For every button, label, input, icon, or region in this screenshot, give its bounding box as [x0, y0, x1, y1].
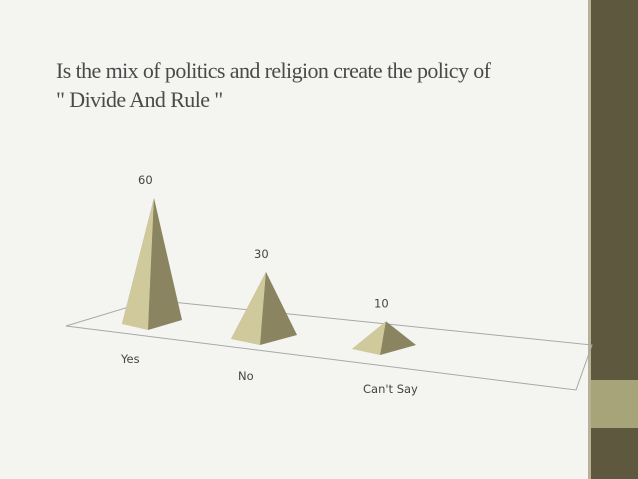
pyramid-front-face [231, 272, 266, 345]
category-label: Yes [120, 352, 140, 366]
chart-floor [65, 299, 593, 391]
category-label: No [238, 369, 254, 383]
title-line-2: " Divide And Rule " [56, 87, 223, 112]
pyramid-side-face [260, 272, 297, 345]
pyramid-front-face [122, 198, 154, 330]
category-label: Can't Say [363, 382, 418, 396]
accent-block [591, 380, 638, 428]
pyramid-side-face [380, 321, 416, 355]
data-label: 30 [254, 247, 269, 261]
sidebar-divider [588, 0, 591, 479]
chart-title: Is the mix of politics and religion crea… [56, 56, 576, 114]
title-line-1: Is the mix of politics and religion crea… [56, 58, 491, 83]
data-label: 10 [374, 296, 389, 310]
pyramid-front-face [352, 321, 386, 355]
pyramid-side-face [148, 198, 182, 330]
data-label: 60 [138, 173, 153, 187]
